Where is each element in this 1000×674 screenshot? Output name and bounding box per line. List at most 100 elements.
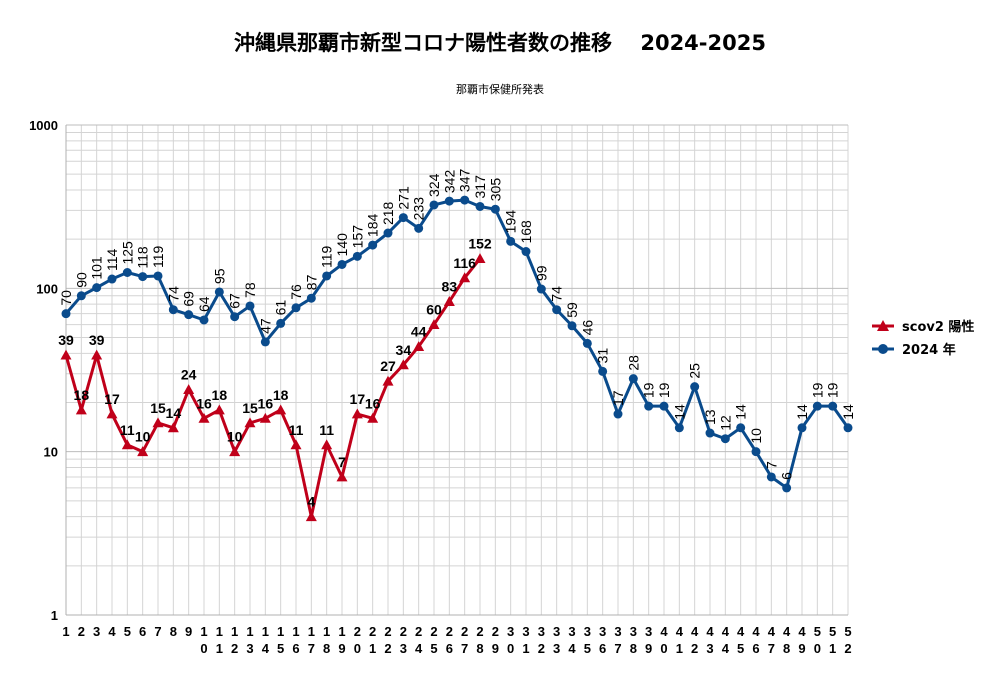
data-label-2024: 119 [319, 245, 335, 268]
data-label-2024: 168 [518, 220, 534, 244]
y-tick-label: 1000 [29, 118, 58, 133]
data-label-scov2: 152 [468, 236, 492, 252]
chart-title: 沖縄県那覇市新型コロナ陽性者数の推移 2024-2025 [234, 31, 766, 55]
data-label-2024: 74 [165, 286, 181, 302]
data-label-scov2: 34 [396, 342, 412, 358]
point-2024 [76, 291, 86, 301]
point-2024 [613, 409, 623, 419]
data-label-scov2: 18 [273, 387, 289, 403]
data-label-scov2: 17 [350, 391, 366, 407]
point-scov2 [121, 439, 133, 450]
data-label-2024: 19 [825, 382, 841, 398]
data-label-2024: 10 [748, 428, 764, 444]
point-2024 [521, 247, 531, 257]
x-tick-label: 2 [78, 624, 85, 639]
point-2024 [61, 309, 71, 319]
point-2024 [460, 195, 470, 205]
point-2024 [644, 401, 654, 411]
data-label-2024: 61 [273, 300, 289, 316]
data-label-2024: 14 [794, 404, 810, 420]
data-label-2024: 19 [641, 382, 657, 398]
data-label-2024: 101 [89, 256, 105, 280]
point-scov2 [167, 422, 179, 433]
data-label-2024: 14 [840, 404, 856, 420]
x-tick-label: 9 [185, 624, 192, 639]
data-label-scov2: 10 [227, 429, 243, 445]
data-label-2024: 7 [763, 461, 779, 469]
data-label-2024: 76 [288, 284, 304, 300]
data-label-2024: 19 [809, 382, 825, 398]
point-2024 [828, 401, 838, 411]
point-scov2 [474, 253, 486, 264]
point-2024 [736, 423, 746, 433]
y-tick-label: 1 [51, 608, 58, 623]
data-label-2024: 13 [702, 409, 718, 425]
x-tick-label: 4 [108, 624, 116, 639]
data-label-scov2: 11 [319, 422, 334, 438]
data-label-2024: 140 [334, 233, 350, 257]
point-scov2 [443, 296, 455, 306]
point-scov2 [244, 417, 256, 428]
point-2024 [337, 259, 347, 269]
legend-marker-2024 [878, 344, 888, 354]
data-label-2024: 59 [564, 302, 580, 318]
point-scov2 [213, 404, 225, 415]
point-2024 [398, 213, 408, 223]
legend-label-scov2: scov2 陽性 [902, 319, 974, 335]
data-label-2024: 157 [349, 225, 365, 249]
point-2024 [843, 423, 853, 433]
data-label-2024: 324 [426, 173, 442, 197]
point-scov2 [290, 439, 302, 450]
series-line-scov2 [64, 257, 482, 519]
data-label-2024: 184 [365, 214, 381, 238]
legend: scov2 陽性 2024 年 [872, 319, 974, 358]
data-label-2024: 69 [181, 291, 197, 307]
x-tick-label: 7 [154, 624, 161, 639]
point-2024 [306, 293, 316, 303]
data-label-2024: 114 [104, 249, 120, 272]
point-scov2 [106, 408, 118, 419]
data-label-2024: 87 [303, 274, 319, 290]
data-label-2024: 64 [196, 296, 212, 312]
point-2024 [567, 321, 577, 331]
data-label-scov2: 16 [365, 395, 381, 411]
data-label-scov2: 11 [289, 422, 304, 438]
point-scov2 [229, 446, 241, 457]
point-2024 [184, 310, 194, 320]
point-2024 [582, 338, 592, 348]
point-2024 [812, 401, 822, 411]
data-label-2024: 118 [135, 246, 151, 269]
point-2024 [383, 228, 393, 238]
point-2024 [690, 382, 700, 392]
point-2024 [751, 447, 761, 457]
data-label-2024: 125 [119, 241, 135, 265]
data-label-scov2: 24 [181, 367, 197, 383]
data-label-2024: 342 [441, 170, 457, 194]
data-label-2024: 218 [380, 201, 396, 225]
data-label-scov2: 18 [74, 387, 90, 403]
point-2024 [490, 204, 500, 214]
data-label-scov2: 15 [150, 400, 166, 416]
data-label-scov2: 16 [196, 395, 212, 411]
data-label-scov2: 4 [307, 494, 315, 510]
data-label-scov2: 39 [58, 332, 74, 348]
chart-subtitle: 那覇市保健所発表 [456, 82, 544, 96]
data-label-2024: 99 [533, 265, 549, 281]
x-tick-labels: 1 2 3 4 5 6 7 8 9 1 01 11 21 31 41 51 61 71 81 92 02 12 22 32 42… [62, 624, 851, 656]
axes [65, 125, 848, 616]
data-label-2024: 14 [671, 404, 687, 420]
